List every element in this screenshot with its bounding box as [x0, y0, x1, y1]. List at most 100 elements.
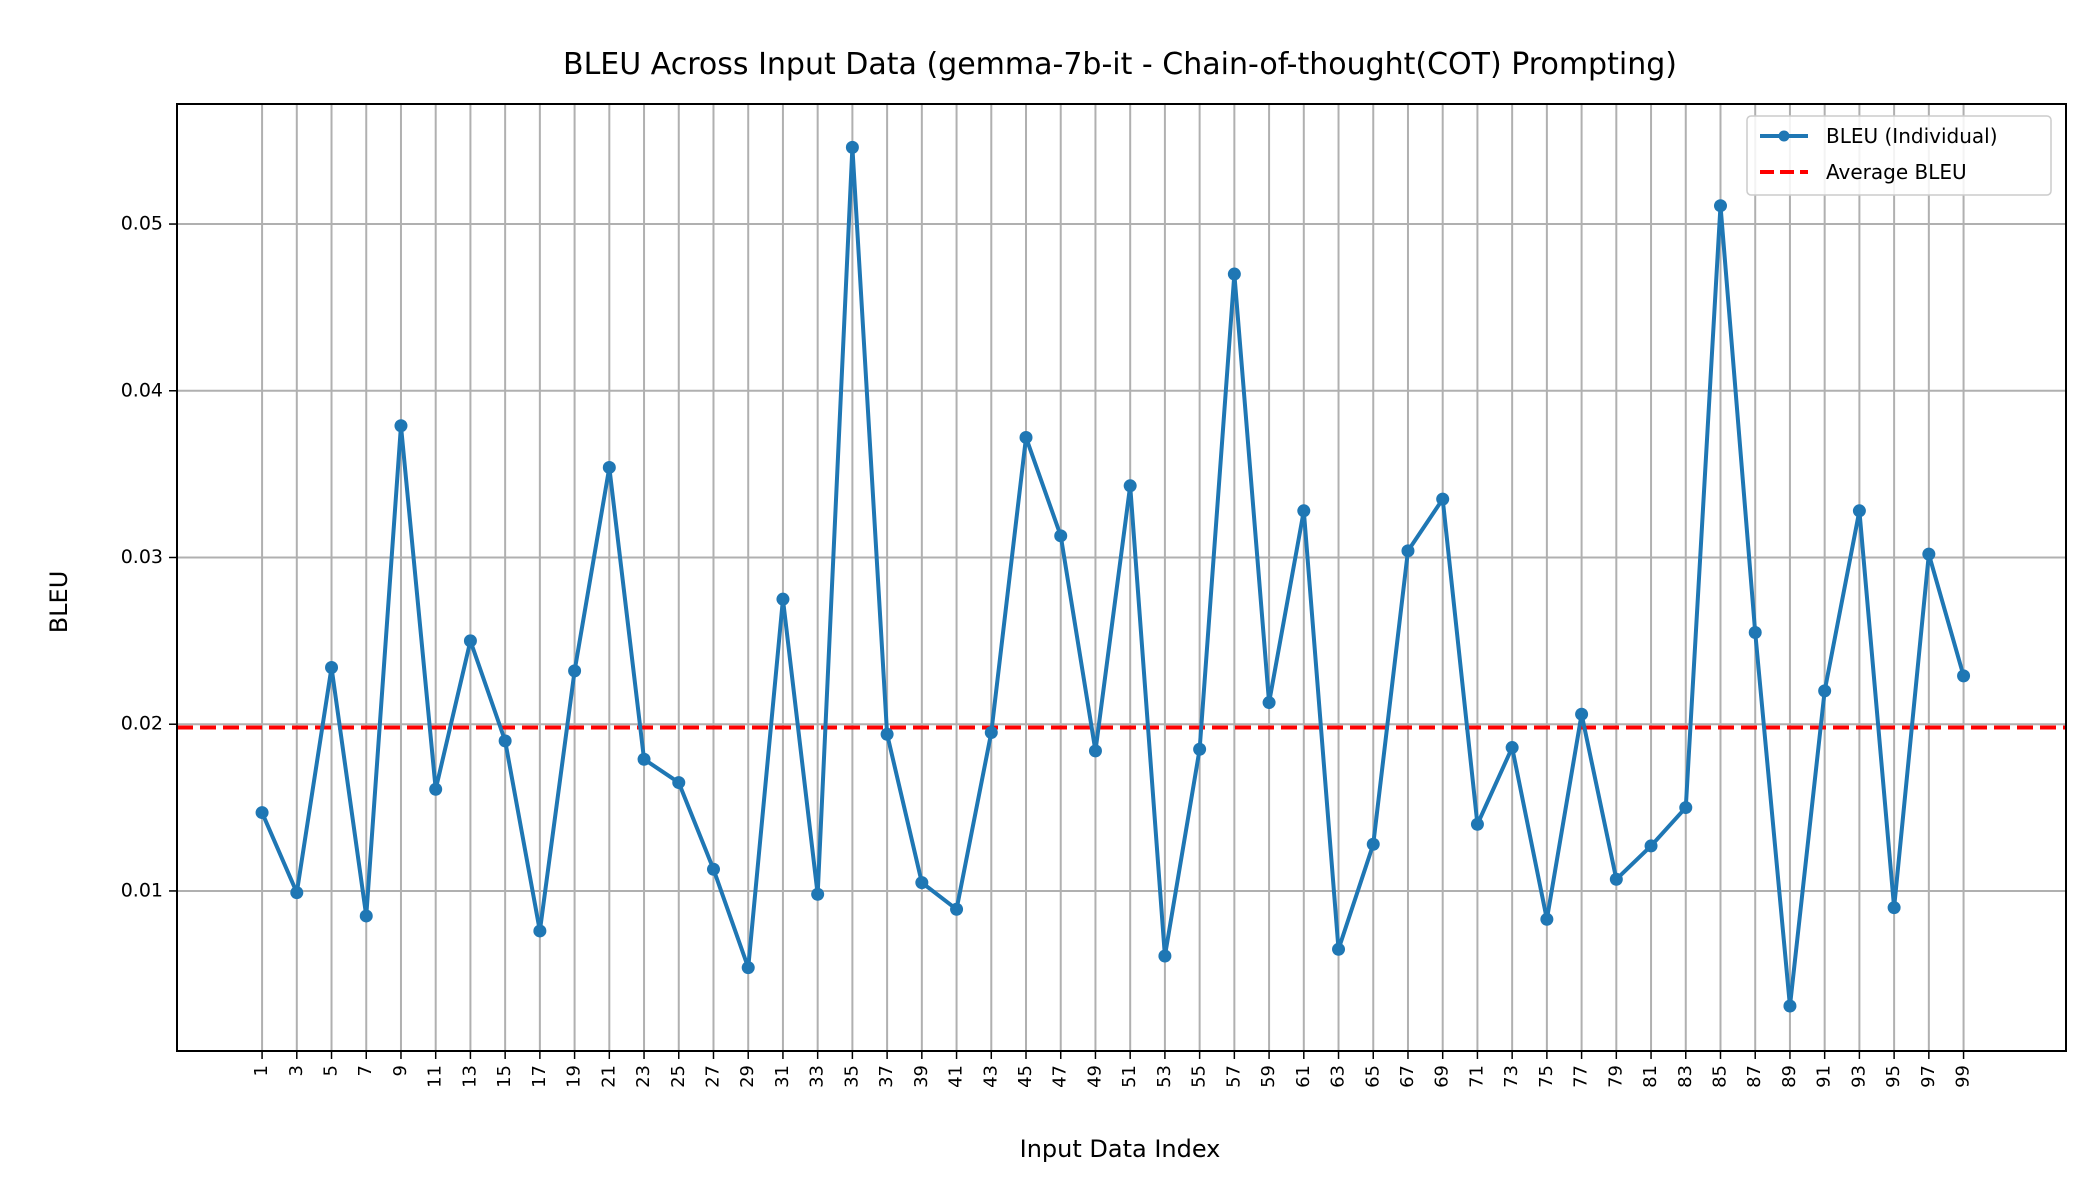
x-tick-label: 97 — [1918, 1065, 1939, 1088]
bleu-data-point — [845, 140, 859, 154]
x-tick-label: 99 — [1953, 1065, 1974, 1088]
x-tick-label: 29 — [737, 1065, 758, 1088]
x-tick-label: 59 — [1258, 1065, 1279, 1088]
bleu-data-point — [776, 592, 790, 606]
x-tick-label: 51 — [1119, 1065, 1140, 1088]
x-tick-label: 39 — [911, 1065, 932, 1088]
bleu-data-point — [1644, 839, 1658, 853]
bleu-individual-line — [260, 145, 1966, 1008]
legend-marker-point-individual — [1778, 130, 1790, 142]
y-tick-label: 0.03 — [121, 546, 163, 568]
bleu-data-point — [290, 886, 304, 900]
x-tick-label: 43 — [980, 1065, 1001, 1088]
bleu-data-point — [1818, 684, 1832, 698]
bleu-data-point — [950, 902, 964, 916]
x-tick-label: 57 — [1223, 1065, 1244, 1088]
x-tick-label: 63 — [1328, 1065, 1349, 1088]
bleu-data-point — [1297, 504, 1311, 518]
bleu-data-point — [498, 734, 512, 748]
bleu-data-point — [602, 460, 616, 474]
x-tick-label: 27 — [702, 1065, 723, 1088]
bleu-data-point — [1019, 430, 1033, 444]
x-tick-label: 19 — [564, 1065, 585, 1088]
bleu-data-point — [1505, 741, 1519, 755]
bleu-data-point — [1401, 544, 1415, 558]
bleu-data-point — [1852, 504, 1866, 518]
bleu-data-point — [533, 924, 547, 938]
bleu-data-point — [706, 862, 720, 876]
legend-label-average: Average BLEU — [1826, 160, 1967, 184]
y-tick-label: 0.01 — [121, 879, 163, 901]
x-tick-label: 47 — [1050, 1065, 1071, 1088]
x-tick-label: 83 — [1675, 1065, 1696, 1088]
bleu-data-point — [672, 776, 686, 790]
bleu-data-point — [1158, 949, 1172, 963]
x-tick-label: 93 — [1848, 1065, 1869, 1088]
bleu-data-point — [984, 726, 998, 740]
x-tick-label: 49 — [1084, 1065, 1105, 1088]
grid-lines — [177, 104, 2066, 1051]
bleu-data-point — [880, 727, 894, 741]
x-tick-label: 33 — [807, 1065, 828, 1088]
x-tick-label: 91 — [1814, 1065, 1835, 1088]
bleu-data-point — [811, 887, 825, 901]
x-tick-label: 15 — [494, 1065, 515, 1088]
x-tick-label: 67 — [1397, 1065, 1418, 1088]
x-tick-label: 71 — [1466, 1065, 1487, 1088]
series-layer — [255, 140, 1971, 1013]
bleu-data-point — [741, 961, 755, 975]
x-tick-label: 85 — [1709, 1065, 1730, 1088]
x-tick-label: 89 — [1779, 1065, 1800, 1088]
x-tick-label: 95 — [1883, 1065, 1904, 1088]
bleu-data-point — [568, 664, 582, 678]
bleu-data-point — [1922, 547, 1936, 561]
bleu-data-point — [255, 806, 269, 820]
y-tick-label: 0.04 — [121, 379, 163, 401]
x-tick-label: 73 — [1501, 1065, 1522, 1088]
legend-label-individual: BLEU (Individual) — [1826, 124, 1998, 148]
bleu-data-point — [463, 634, 477, 648]
bleu-data-point — [1957, 669, 1971, 683]
bleu-data-point — [1227, 267, 1241, 281]
bleu-data-point — [359, 909, 373, 923]
bleu-data-point — [637, 752, 651, 766]
bleu-data-point — [1713, 199, 1727, 213]
bleu-data-point — [1054, 529, 1068, 543]
x-tick-label: 9 — [390, 1065, 411, 1076]
y-axis-label: BLEU — [45, 571, 73, 634]
x-tick-label: 75 — [1536, 1065, 1557, 1088]
bleu-data-point — [1366, 837, 1380, 851]
x-tick-label: 79 — [1605, 1065, 1626, 1088]
bleu-data-point — [394, 419, 408, 433]
x-tick-label: 3 — [286, 1065, 307, 1076]
x-tick-label: 77 — [1571, 1065, 1592, 1088]
bleu-data-point — [325, 661, 339, 675]
x-tick-label: 25 — [668, 1065, 689, 1088]
x-tick-label: 1 — [251, 1065, 272, 1076]
chart-title: BLEU Across Input Data (gemma-7b-it - Ch… — [563, 47, 1677, 82]
bleu-data-point — [1609, 872, 1623, 886]
bleu-data-point — [1262, 696, 1276, 710]
x-tick-label: 21 — [598, 1065, 619, 1088]
legend: BLEU (Individual) Average BLEU — [1746, 115, 2052, 196]
x-tick-label: 17 — [529, 1065, 550, 1088]
bleu-data-point — [1783, 999, 1797, 1013]
x-tick-label: 37 — [876, 1065, 897, 1088]
x-tick-label: 35 — [841, 1065, 862, 1088]
bleu-data-point — [1088, 744, 1102, 758]
axes: 1 3 5 7 9 11 13 15 17 19 21 23 25 27 29 31 33 35 37 39 41 43 4… — [121, 103, 2067, 1088]
x-tick-label: 23 — [633, 1065, 654, 1088]
x-tick-label: 13 — [459, 1065, 480, 1088]
x-tick-label: 53 — [1154, 1065, 1175, 1088]
x-tick-label: 41 — [946, 1065, 967, 1088]
bleu-data-point — [1332, 942, 1346, 956]
x-tick-label: 31 — [772, 1065, 793, 1088]
bleu-data-point — [1193, 742, 1207, 756]
bleu-data-point — [429, 782, 443, 796]
bleu-data-point — [1123, 479, 1137, 493]
bleu-data-point — [1540, 912, 1554, 926]
x-tick-label: 61 — [1293, 1065, 1314, 1088]
plot-frame — [176, 103, 2067, 1052]
